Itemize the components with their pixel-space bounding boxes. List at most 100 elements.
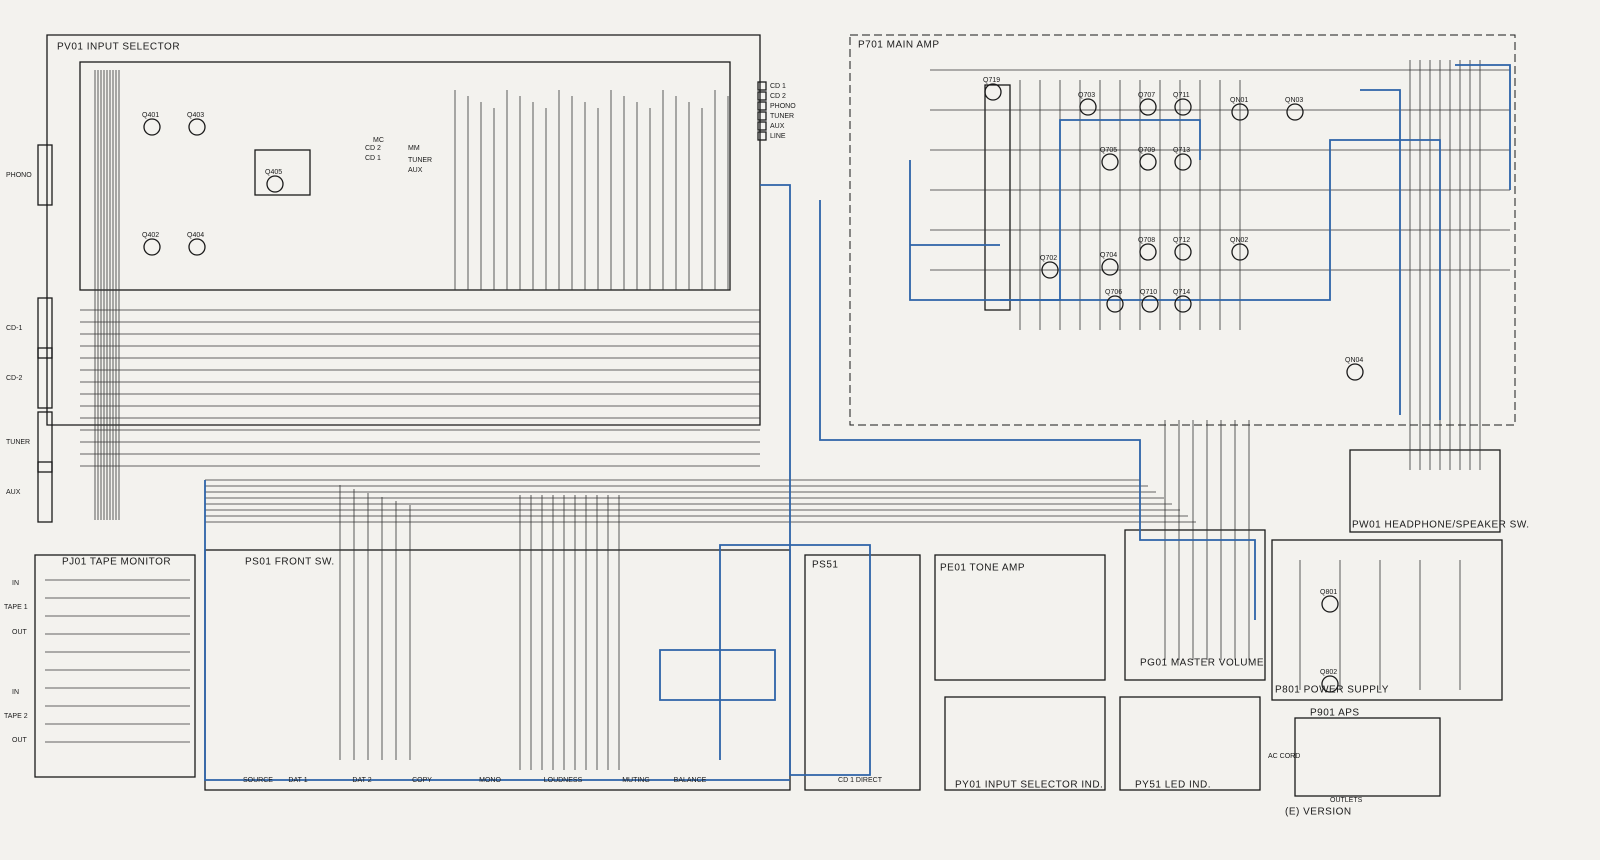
transistor-label: Q706 [1105, 289, 1122, 296]
tape-label: IN [12, 580, 19, 587]
transistor-label: Q719 [983, 77, 1000, 84]
transistor-label: QN02 [1230, 237, 1248, 244]
transistor-label: Q404 [187, 232, 204, 239]
transistor [1139, 243, 1157, 261]
switch-label: LOUDNESS [544, 777, 583, 784]
connector-pin [757, 121, 767, 131]
pv01-frame [46, 34, 761, 426]
transistor-label: Q713 [1173, 147, 1190, 154]
ac-cord-label: AC CORD [1268, 753, 1300, 760]
transistor [266, 175, 284, 193]
transistor-label: Q801 [1320, 589, 1337, 596]
transistor [188, 238, 206, 256]
transistor-label: Q714 [1173, 289, 1190, 296]
transistor-label: Q709 [1138, 147, 1155, 154]
connector-label: AUX [770, 123, 785, 130]
pg01-frame [1124, 529, 1266, 681]
wire [659, 649, 776, 701]
transistor [1321, 595, 1339, 613]
tape-label: TAPE 1 [4, 604, 28, 611]
transistor [1321, 675, 1339, 693]
selector-label: MM [408, 145, 420, 152]
p701-frame [849, 34, 1516, 426]
selector-label: CD 2 [365, 145, 381, 152]
block-title: PY51 LED IND. [1135, 780, 1211, 791]
pv01-board [79, 61, 731, 291]
tape-label: TAPE 2 [4, 713, 28, 720]
transistor [1101, 258, 1119, 276]
switch-label: MONO [479, 777, 501, 784]
transistor [1079, 98, 1097, 116]
transistor [1141, 295, 1159, 313]
block-title: PE01 TONE AMP [940, 563, 1025, 574]
wire [910, 139, 1441, 420]
switch-label: COPY [412, 777, 432, 784]
transistor [188, 118, 206, 136]
ic-q405 [254, 149, 311, 196]
pe01-frame [934, 554, 1106, 681]
pw01-frame [1349, 449, 1501, 533]
connector-label: CD 1 [770, 83, 786, 90]
wire [719, 184, 871, 776]
selector-label: CD 1 [365, 155, 381, 162]
ps51-frame [804, 554, 921, 791]
pj01-frame [34, 554, 196, 778]
transistor-label: Q712 [1173, 237, 1190, 244]
block-title: PG01 MASTER VOLUME [1140, 658, 1264, 669]
layout [34, 34, 1516, 797]
transistor-label: Q703 [1078, 92, 1095, 99]
transistor-label: Q705 [1100, 147, 1117, 154]
transistor-label: Q405 [265, 169, 282, 176]
transistor [984, 83, 1002, 101]
jack [37, 347, 53, 409]
block-title: PS01 FRONT SW. [245, 557, 335, 568]
tape-label: OUT [12, 629, 28, 636]
transistor [1346, 363, 1364, 381]
input-label: PHONO [6, 172, 32, 179]
tape-label: IN [12, 689, 19, 696]
transistor-label: QN03 [1285, 97, 1303, 104]
py01-frame [944, 696, 1106, 791]
block-title: P801 POWER SUPPLY [1275, 685, 1389, 696]
connector-pin [757, 101, 767, 111]
labels: PV01 INPUT SELECTOR P701 MAIN AMP PJ01 TAP… [4, 40, 1530, 818]
input-label: CD-1 [6, 325, 22, 332]
connector-pin [757, 111, 767, 121]
jack [37, 144, 53, 206]
transistor-label: Q707 [1138, 92, 1155, 99]
transistor [1106, 295, 1124, 313]
transistor [1041, 261, 1059, 279]
transistor-label: Q702 [1040, 255, 1057, 262]
transistor-label: QN01 [1230, 97, 1248, 104]
block-title: PS51 [812, 560, 838, 571]
transistor [1139, 153, 1157, 171]
wire [204, 480, 790, 781]
connector-label: TUNER [770, 113, 794, 120]
transistor-label: Q401 [142, 112, 159, 119]
input-label: AUX [6, 489, 21, 496]
switch-label: DAT 1 [288, 777, 307, 784]
input-label: TUNER [6, 439, 30, 446]
block-title: PJ01 TAPE MONITOR [62, 557, 171, 568]
wire [1360, 64, 1511, 415]
block-title: P901 APS [1310, 708, 1360, 719]
selector-label: MC [373, 137, 384, 144]
transistor-label: Q402 [142, 232, 159, 239]
switch-label: SOURCE [243, 777, 273, 784]
tape-label: OUT [12, 737, 28, 744]
selector-label: TUNER [408, 157, 432, 164]
connector-label: PHONO [770, 103, 796, 110]
switch-label: BALANCE [674, 777, 707, 784]
transistor [1101, 153, 1119, 171]
transistor [1174, 243, 1192, 261]
transistor-label: QN04 [1345, 357, 1363, 364]
block-title: PV01 INPUT SELECTOR [57, 42, 180, 53]
block-title: PW01 HEADPHONE/SPEAKER SW. [1352, 520, 1530, 531]
block-title: P701 MAIN AMP [858, 40, 940, 51]
p801-frame [1271, 539, 1503, 701]
switch-label: MUTING [622, 777, 650, 784]
transistor-label: Q403 [187, 112, 204, 119]
py51-frame [1119, 696, 1261, 791]
transistor [1139, 98, 1157, 116]
